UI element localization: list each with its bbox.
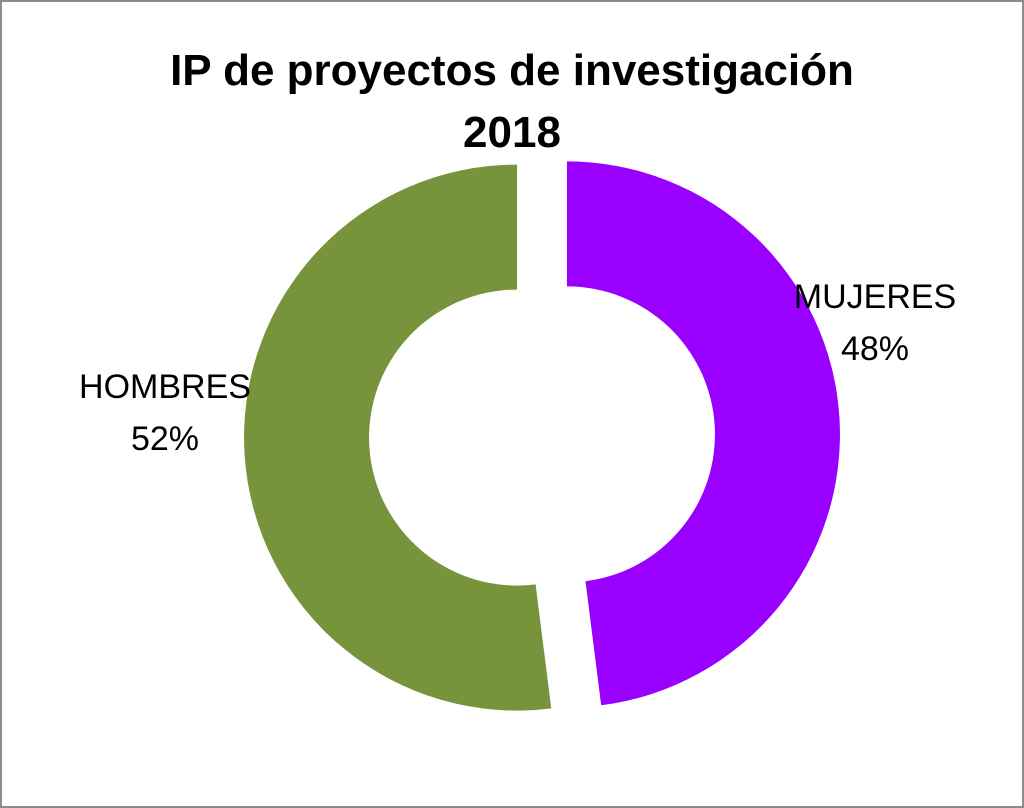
slice-label-name-mujeres: MUJERES [794,278,956,316]
slice-label-name-hombres: HOMBRES [79,368,251,406]
slice-hombres [244,164,552,711]
chart-title-line-2: 2018 [463,108,561,157]
slice-label-value-hombres: 52% [131,420,199,458]
donut-slices [244,161,840,711]
chart-title: IP de proyectos de investigación 2018 [2,40,1022,164]
slice-label-value-mujeres: 48% [841,330,909,368]
slice-mujeres [566,161,840,706]
chart-title-line-1: IP de proyectos de investigación [170,46,854,95]
slice-labels: MUJERES 48% HOMBRES 52% [79,278,956,458]
